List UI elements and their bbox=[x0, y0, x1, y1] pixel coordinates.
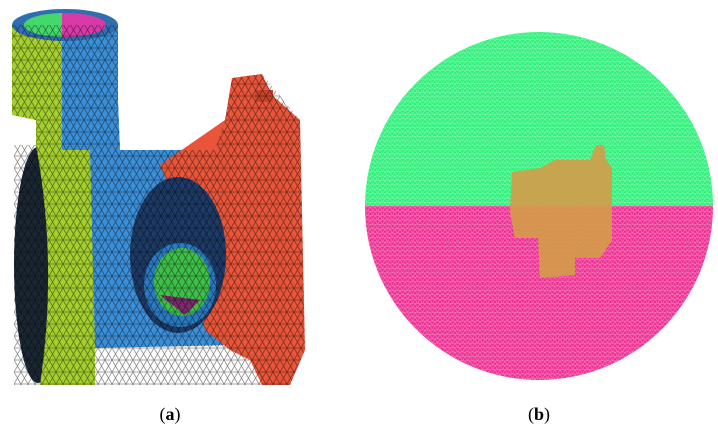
caption-close: ) bbox=[175, 404, 181, 425]
caption-close: ) bbox=[544, 404, 550, 425]
figure: (a) (b) bbox=[0, 0, 718, 444]
panel-b-image bbox=[360, 30, 718, 390]
caption-letter: b bbox=[534, 404, 544, 424]
panel-a-image bbox=[0, 0, 340, 390]
panel-b-caption: (b) bbox=[528, 404, 550, 425]
panel-a-caption: (a) bbox=[160, 404, 181, 425]
caption-letter: a bbox=[166, 404, 175, 424]
